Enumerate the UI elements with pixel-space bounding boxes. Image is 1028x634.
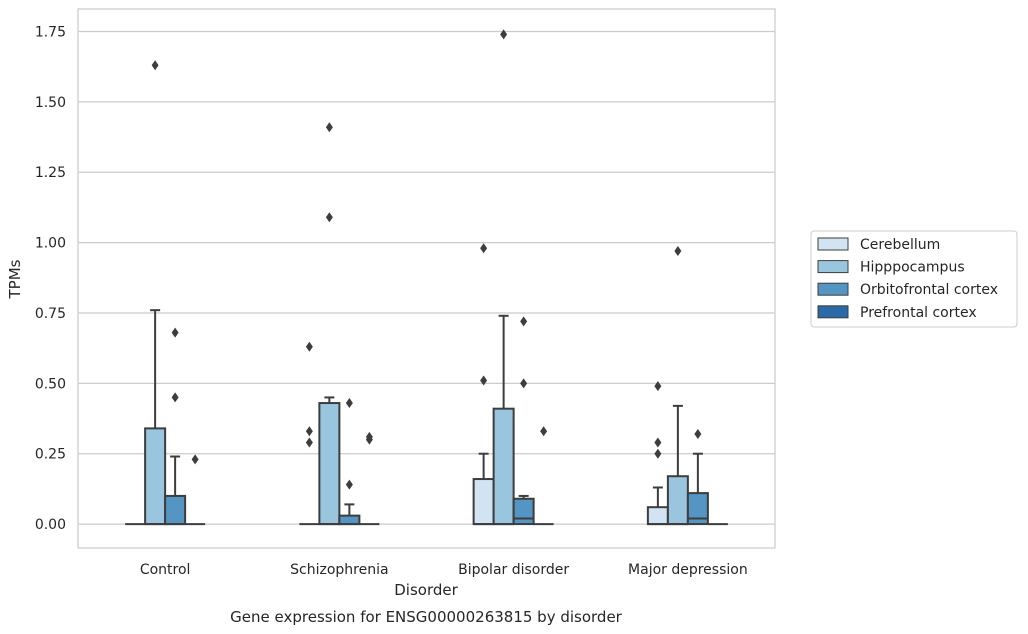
y-tick-label: 1.25 [35, 165, 66, 181]
box-hipppocampus [318, 122, 341, 526]
outlier-point [305, 426, 313, 437]
box-body [646, 506, 669, 526]
box-hipppocampus [144, 60, 167, 526]
outlier-point [520, 378, 528, 389]
legend: Cerebellum Hipppocampus Orbitofrontal cort… [810, 230, 1018, 328]
outlier-point [520, 316, 528, 327]
legend-swatch [817, 305, 849, 319]
y-tick-label: 0.00 [35, 517, 66, 533]
outlier-point [325, 122, 333, 133]
legend-swatch [817, 260, 849, 274]
box-body [338, 514, 361, 526]
outlier-point [345, 398, 353, 409]
y-tick-label: 1.00 [35, 236, 66, 252]
outlier-point [654, 381, 662, 392]
box-hipppocampus [666, 246, 689, 526]
legend-swatch [817, 237, 849, 251]
box-body [318, 402, 341, 526]
y-gridlines [78, 30, 775, 525]
outlier-point [480, 375, 488, 386]
outlier-point [480, 243, 488, 254]
outlier-point [171, 327, 179, 338]
plot-frame [77, 8, 776, 549]
box-body [492, 407, 515, 526]
outlier-point [365, 431, 373, 442]
box-cerebellum [646, 381, 669, 526]
box-prefrontal-cortex [185, 454, 206, 526]
y-tick-label: 0.75 [35, 306, 66, 322]
box-hipppocampus [492, 29, 515, 526]
outlier-point [345, 479, 353, 490]
box-cerebellum [299, 341, 320, 526]
boxes [125, 29, 728, 526]
outlier-point [654, 437, 662, 448]
box-orbitofrontal-cortex [164, 327, 187, 526]
outlier-point [171, 392, 179, 403]
y-tick-label: 0.25 [35, 447, 66, 463]
box-body [666, 475, 689, 526]
y-axis-label: TPMs [6, 259, 24, 299]
legend-swatch [817, 282, 849, 296]
y-tick-labels: 0.00 0.25 0.50 0.75 1.00 1.25 1.50 1.75 [35, 25, 66, 534]
box-body [144, 427, 167, 526]
box-orbitofrontal-cortex [686, 429, 709, 526]
box-body [472, 478, 495, 526]
legend-frame [810, 230, 1018, 328]
box-prefrontal-cortex [359, 431, 380, 526]
y-tick-label: 0.50 [35, 376, 66, 392]
outlier-point [305, 437, 313, 448]
x-tick-labels: Control Schizophrenia Bipolar disorder Majo… [140, 562, 748, 578]
box-body [512, 497, 535, 526]
chart-title: Gene expression for ENSG00000263815 by d… [230, 608, 623, 626]
box-cerebellum [472, 243, 495, 526]
y-tick-label: 1.75 [35, 25, 66, 41]
outlier-point [191, 454, 199, 465]
outlier-point [151, 60, 159, 71]
box-body [686, 492, 709, 526]
x-tick-label: Major depression [628, 562, 748, 578]
box-orbitofrontal-cortex [338, 398, 361, 526]
outlier-point [305, 341, 313, 352]
y-tick-label: 1.50 [35, 95, 66, 111]
outlier-point [694, 429, 702, 440]
legend-entry-label: Hipppocampus [860, 260, 965, 276]
outlier-point [540, 426, 548, 437]
legend-entry-label: Cerebellum [860, 237, 940, 253]
outlier-point [325, 212, 333, 223]
outlier-point [500, 29, 508, 40]
box-prefrontal-cortex [533, 426, 554, 526]
legend-entry-label: Orbitofrontal cortex [860, 282, 998, 298]
x-tick-label: Schizophrenia [290, 562, 388, 578]
x-tick-label: Bipolar disorder [458, 562, 569, 578]
outlier-point [654, 448, 662, 459]
box-orbitofrontal-cortex [512, 316, 535, 526]
x-axis-label: Disorder [394, 581, 458, 599]
x-tick-label: Control [140, 562, 191, 578]
outlier-point [674, 246, 682, 257]
box-body [164, 494, 187, 526]
legend-entry-label: Prefrontal cortex [860, 305, 977, 321]
